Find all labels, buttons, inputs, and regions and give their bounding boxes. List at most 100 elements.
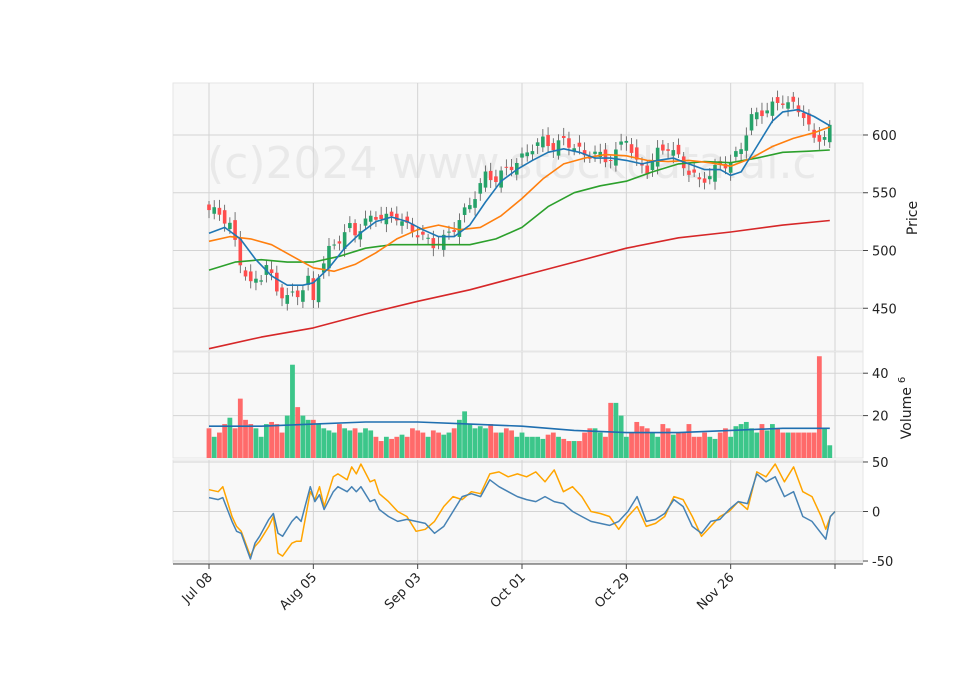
volume-bar	[717, 432, 723, 458]
volume-bar	[237, 398, 243, 458]
volume-axis-title-text: Volume	[899, 387, 915, 439]
candle-body	[754, 112, 759, 120]
candle-body	[614, 149, 618, 166]
candle-body	[269, 269, 274, 274]
candle-body	[765, 110, 769, 114]
volume-bar	[425, 436, 431, 458]
volume-bar	[436, 432, 441, 458]
volume-bar	[634, 421, 640, 458]
candle-body	[483, 171, 488, 188]
volume-axis-exponent: 6	[897, 377, 908, 383]
volume-bar	[514, 436, 520, 458]
price-y-tick-label: 600	[872, 129, 897, 144]
candle-body	[421, 231, 425, 235]
volume-bar	[217, 432, 222, 458]
volume-bar	[519, 432, 525, 458]
volume-bar	[310, 419, 316, 458]
candle-body	[353, 223, 357, 236]
candle-body	[290, 291, 295, 293]
candle-body	[708, 176, 712, 180]
volume-bar	[816, 356, 822, 458]
volume-bar	[566, 441, 572, 458]
candle-body	[801, 112, 806, 119]
candle-body	[619, 141, 623, 145]
volume-bar	[691, 436, 697, 458]
volume-bar	[488, 424, 494, 458]
volume-bar	[764, 430, 770, 458]
volume-bar	[321, 428, 327, 458]
candle-body	[687, 170, 691, 175]
candle-body	[379, 214, 383, 220]
volume-bar	[446, 432, 452, 458]
volume-y-tick-label: 40	[872, 367, 889, 382]
candle-body	[713, 165, 717, 182]
volume-bar	[686, 424, 692, 458]
candle-body	[655, 147, 660, 167]
volume-bar	[811, 432, 817, 458]
volume-bar	[316, 424, 321, 458]
candle-body	[760, 110, 764, 117]
candle-body	[228, 222, 232, 229]
volume-bar	[524, 436, 530, 458]
volume-bar	[399, 434, 405, 458]
candle-body	[321, 263, 326, 273]
volume-bar	[592, 428, 598, 458]
candle-body	[525, 152, 530, 157]
candle-body	[791, 96, 796, 102]
candle-body	[468, 205, 472, 210]
x-tick-label: Oct 29	[592, 570, 633, 611]
volume-bar	[530, 436, 535, 458]
volume-bar	[326, 430, 332, 458]
x-tick-label: Aug 05	[277, 570, 320, 613]
volume-bar	[290, 364, 295, 458]
volume-bar	[796, 432, 801, 458]
volume-bar	[650, 432, 655, 458]
volume-bar	[785, 432, 791, 458]
candle-body	[728, 162, 733, 173]
volume-bar	[357, 432, 363, 458]
volume-bar	[373, 436, 379, 458]
candle-body	[812, 129, 816, 138]
volume-bar	[222, 424, 228, 458]
volume-bar	[754, 432, 760, 458]
volume-bar	[243, 419, 248, 458]
candle-body	[499, 170, 503, 188]
candle-body	[410, 223, 415, 232]
candle-body	[645, 165, 649, 175]
candle-body	[781, 103, 785, 105]
volume-bar	[743, 421, 749, 458]
volume-bar	[467, 424, 473, 458]
volume-bar	[759, 424, 765, 458]
volume-bar	[274, 424, 280, 458]
candle-body	[280, 287, 284, 299]
candle-body	[624, 140, 629, 143]
volume-bar	[441, 434, 447, 458]
volume-bar	[780, 432, 786, 458]
volume-bar	[404, 436, 410, 458]
volume-bar	[368, 430, 374, 458]
candle-body	[259, 280, 263, 282]
candle-body	[441, 234, 446, 250]
x-tick-label: Nov 26	[694, 570, 737, 613]
volume-bar	[305, 419, 311, 458]
price-panel	[172, 82, 864, 352]
candle-body	[692, 169, 696, 173]
volume-bar	[300, 415, 306, 458]
volume-bar	[629, 432, 634, 458]
volume-bar	[389, 438, 394, 458]
candle-body	[796, 105, 801, 113]
volume-bar	[728, 436, 734, 458]
volume-bar	[227, 417, 233, 458]
candle-body	[332, 244, 336, 246]
volume-bar	[676, 432, 681, 458]
volume-bar	[457, 419, 462, 458]
candle-body	[697, 177, 702, 180]
candle-body	[233, 220, 237, 240]
volume-bar	[775, 428, 781, 458]
osc-y-tick-label: 50	[872, 456, 889, 471]
sma-slow-line	[208, 149, 830, 271]
volume-bar	[561, 438, 567, 458]
volume-axis-title: Volume 6	[897, 377, 915, 439]
price-series	[207, 90, 832, 350]
volume-bar	[597, 432, 603, 458]
